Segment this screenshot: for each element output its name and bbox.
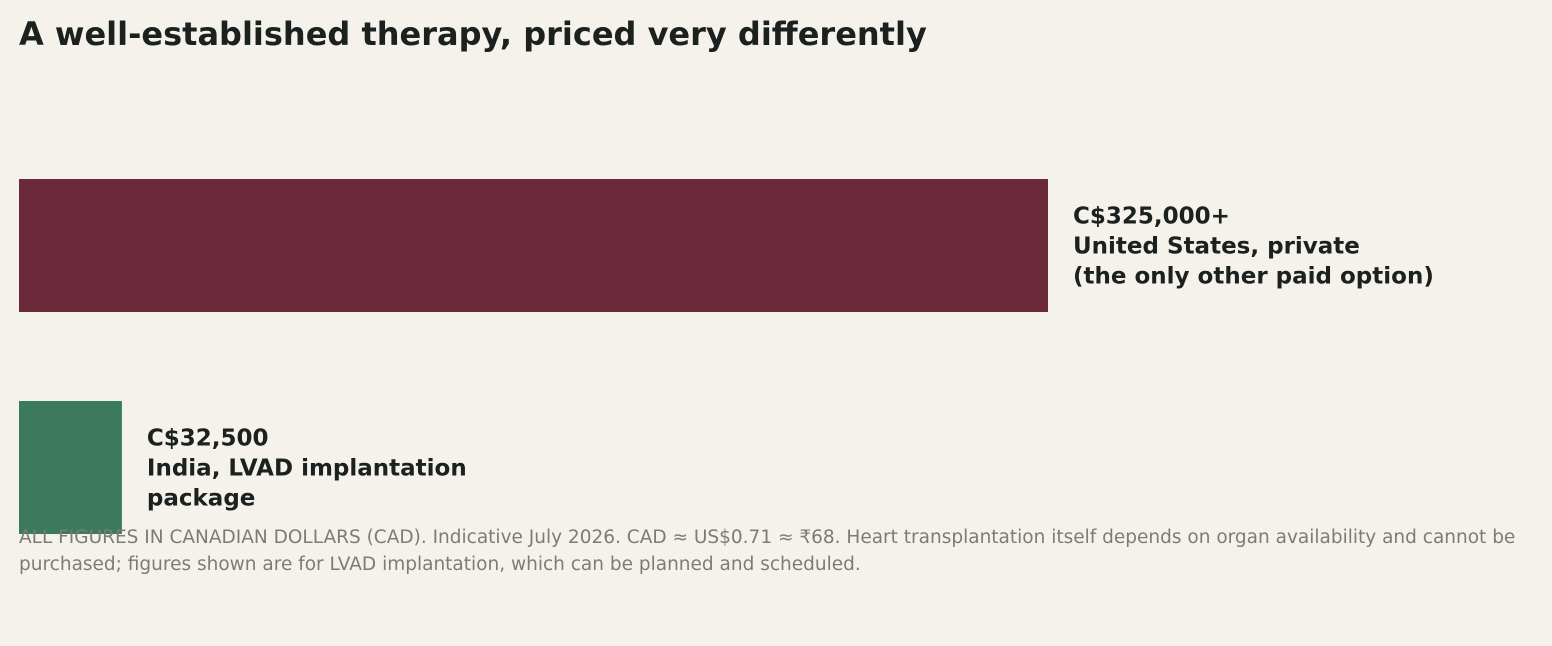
bar-0 [19, 179, 1048, 312]
value-label-1: C$32,500 [147, 426, 269, 452]
category-label-1-0: India, LVAD implantation [147, 456, 467, 482]
value-label-0: C$325,000+ [1073, 204, 1230, 230]
chart-title: A well-established therapy, priced very … [19, 15, 927, 53]
bar-1 [19, 401, 122, 534]
category-label-1-1: package [147, 486, 256, 512]
bars-group: C$325,000+ United States, private (the onl… [19, 179, 1434, 534]
category-label-0-0: United States, private [1073, 234, 1360, 260]
footnote: ALL FIGURES IN CANADIAN DOLLARS (CAD). I… [19, 527, 1516, 575]
category-label-0-1: (the only other paid option) [1073, 264, 1434, 290]
